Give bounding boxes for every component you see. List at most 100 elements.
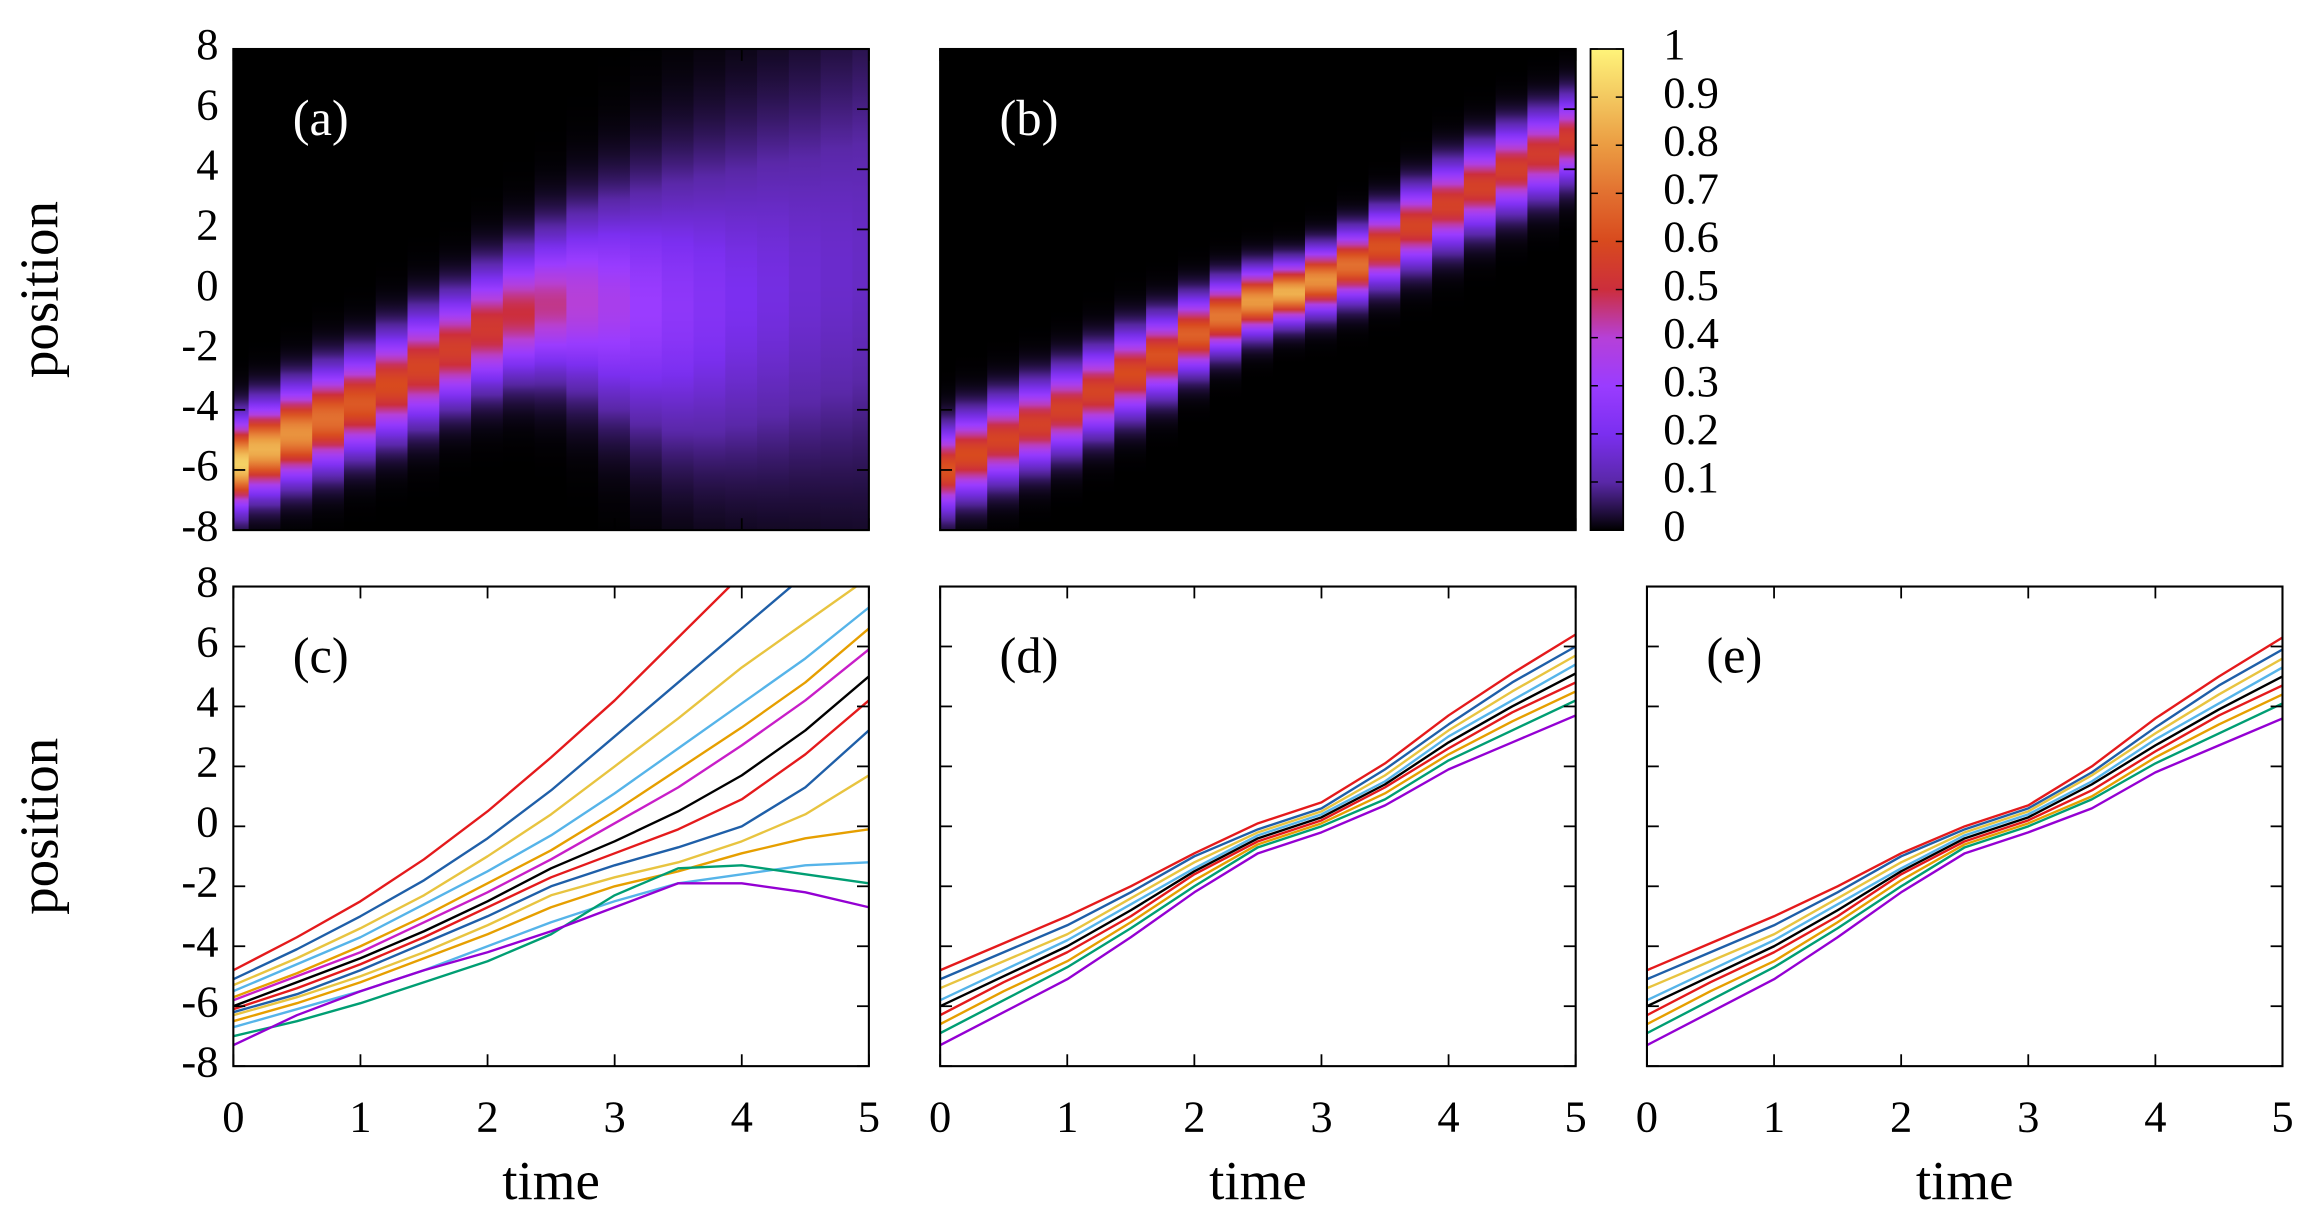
trajectory	[233, 828, 869, 1023]
colorbar-tick-label: 0.1	[1663, 452, 1719, 502]
trajectory	[1646, 675, 2283, 1008]
y-tick-label: -8	[181, 500, 218, 550]
trajectory	[233, 699, 869, 1011]
panel-label: (a)	[293, 90, 349, 146]
heatmap-slice	[1082, 49, 1116, 531]
x-tick-label: 5	[858, 1091, 880, 1141]
heatmap-slice	[1146, 49, 1180, 531]
heatmap-slice	[629, 49, 663, 531]
heatmap-slice	[471, 49, 505, 531]
heatmap-slice	[820, 49, 854, 531]
x-axis-title: time	[1209, 1150, 1307, 1211]
trajectory	[233, 864, 869, 1038]
x-tick-label: 2	[476, 1091, 498, 1141]
heatmap-slice	[280, 49, 314, 531]
y-tick-label: 0	[196, 797, 218, 847]
heatmap-slice	[1273, 49, 1307, 531]
y-tick-label: -2	[181, 320, 218, 370]
trajectory	[940, 690, 1576, 1026]
trajectory	[233, 882, 869, 1047]
trajectory	[233, 648, 869, 1002]
y-tick-label: -4	[181, 916, 218, 966]
heatmap-slice	[375, 49, 409, 531]
plot-area	[940, 49, 1576, 531]
x-tick-label: 4	[2144, 1091, 2166, 1141]
y-tick-label: 2	[196, 200, 218, 250]
y-tick-label: -2	[181, 857, 218, 907]
y-tick-label: 4	[196, 677, 218, 727]
heatmap-slice	[566, 49, 600, 531]
y-tick-label: 4	[196, 139, 218, 189]
x-tick-label: 2	[1890, 1091, 1912, 1141]
x-tick-label: 5	[1565, 1091, 1587, 1141]
trajectory	[1646, 636, 2283, 972]
x-tick-label: 4	[1437, 1091, 1459, 1141]
heatmap-slice	[1018, 49, 1052, 531]
heatmap-slice	[248, 49, 282, 531]
x-tick-label: 1	[349, 1091, 371, 1141]
x-tick-label: 0	[929, 1091, 951, 1141]
heatmap-slice	[1050, 49, 1084, 531]
colorbar-tick-label: 0.4	[1663, 308, 1719, 358]
trajectory	[940, 699, 1576, 1035]
trajectory	[233, 729, 869, 1014]
heatmap-slice	[534, 49, 568, 531]
colorbar-tick-label: 0.8	[1663, 115, 1719, 165]
colorbar-tick-label: 0.7	[1663, 164, 1719, 214]
y-tick-label: 6	[196, 617, 218, 667]
x-tick-label: 3	[1310, 1091, 1332, 1141]
colorbar-tick-label: 0.2	[1663, 404, 1719, 454]
heatmap-slice	[407, 49, 441, 531]
trajectory	[940, 663, 1576, 1002]
trajectory	[233, 861, 869, 1029]
x-axis-title: time	[502, 1150, 600, 1211]
x-axis-title: time	[1916, 1150, 2014, 1211]
x-tick-label: 2	[1183, 1091, 1205, 1141]
x-tick-label: 0	[1636, 1091, 1658, 1141]
x-tick-label: 0	[222, 1091, 244, 1141]
trajectory	[1646, 702, 2283, 1035]
panel-label: (b)	[1000, 90, 1059, 146]
x-tick-label: 1	[1763, 1091, 1785, 1141]
x-tick-label: 3	[604, 1091, 626, 1141]
heatmap-slice	[1177, 49, 1211, 531]
y-axis-title: position	[8, 738, 69, 915]
x-tick-label: 5	[2271, 1091, 2293, 1141]
plot-area	[1646, 636, 2283, 1047]
heatmap-slice	[1495, 49, 1529, 531]
trajectory	[233, 627, 869, 999]
plot-area	[940, 633, 1576, 1047]
trajectory	[1646, 648, 2283, 981]
y-tick-label: 2	[196, 737, 218, 787]
heatmap-slice	[439, 49, 473, 531]
trajectory	[1646, 717, 2283, 1047]
heatmap-slice	[661, 49, 695, 531]
y-tick-label: -4	[181, 380, 218, 430]
y-tick-label: -8	[181, 1036, 218, 1086]
heatmap-slice	[955, 49, 989, 531]
heatmap-slice	[312, 49, 346, 531]
panel-label: (e)	[1706, 627, 1762, 683]
trajectory	[940, 681, 1576, 1017]
panel-label: (d)	[1000, 627, 1059, 683]
trajectory	[1646, 684, 2283, 1017]
panel-label: (c)	[293, 627, 349, 683]
trajectory	[1646, 657, 2283, 990]
heatmap-slice	[1368, 49, 1402, 531]
plot-area	[233, 586, 869, 1047]
heatmap-slice	[502, 49, 536, 531]
heatmap-slice	[1114, 49, 1148, 531]
trajectory	[233, 586, 794, 981]
heatmap-slice	[1304, 49, 1338, 531]
trajectory	[940, 633, 1576, 972]
heatmap-slice	[788, 49, 822, 531]
x-tick-label: 3	[2017, 1091, 2039, 1141]
heatmap-slice	[693, 49, 727, 531]
y-tick-label: 8	[196, 19, 218, 69]
y-tick-label: -6	[181, 440, 218, 490]
heatmap-slice	[1336, 49, 1370, 531]
x-tick-label: 4	[731, 1091, 753, 1141]
trajectory	[233, 586, 732, 972]
